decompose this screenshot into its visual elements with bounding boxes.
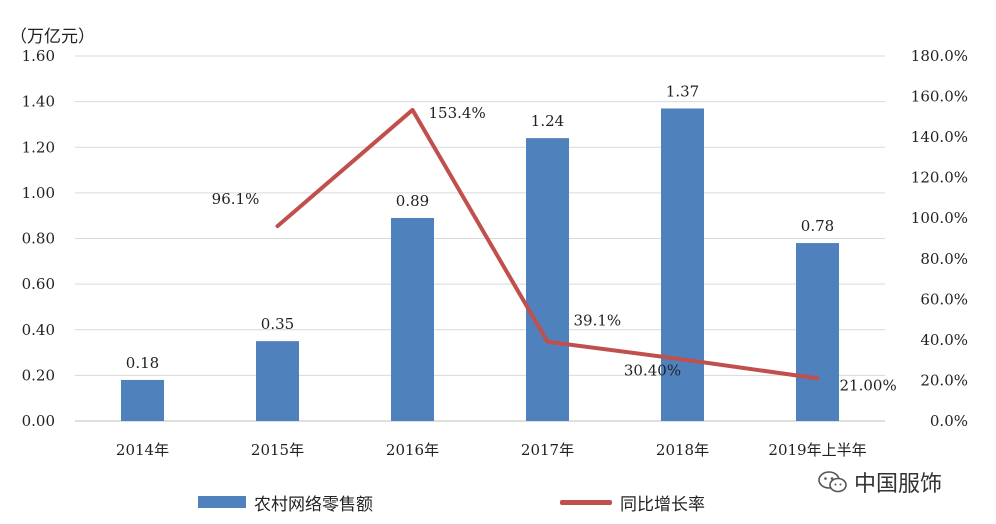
y-right-tick-label: 40.0% [920, 331, 968, 349]
legend-item-bars: 农村网络零售额 [198, 490, 373, 515]
data-labels: 0.18 0.35 0.89 1.24 1.37 0.78 96.1% 153.4% 39.1%… [126, 82, 897, 394]
x-tick-label: 2014年 [116, 441, 169, 459]
y-axis-unit-label: （万亿元） [10, 27, 95, 47]
y-right-tick-label: 80.0% [920, 250, 968, 268]
bar [121, 379, 164, 421]
bar-value-label: 1.24 [531, 112, 564, 130]
bar-value-label: 0.89 [396, 192, 429, 210]
watermark: 中国服饰 [818, 466, 942, 498]
legend-swatch-line [560, 499, 612, 505]
y-left-tick-label: 1.60 [22, 47, 55, 65]
line-value-label: 96.1% [212, 190, 260, 208]
y-right-tick-label: 20.0% [920, 371, 968, 389]
axes: 0.00 0.20 0.40 0.60 0.80 1.00 1.20 1.40 1.60 0.0%… [22, 47, 968, 459]
line-value-label: 30.40% [624, 361, 681, 379]
x-tick-label: 2017年 [521, 441, 574, 459]
bar [391, 217, 434, 421]
x-tick-label: 2018年 [656, 441, 709, 459]
legend-swatch-bar [198, 496, 246, 508]
bar-value-label: 0.78 [801, 217, 834, 235]
watermark-text: 中国服饰 [854, 472, 943, 497]
y-right-tick-label: 160.0% [911, 88, 968, 106]
legend-item-line: 同比增长率 [560, 490, 705, 515]
line-value-label: 39.1% [574, 312, 622, 330]
x-tick-label: 2019年上半年 [768, 441, 866, 459]
bar [526, 138, 569, 421]
y-left-tick-label: 0.20 [22, 366, 55, 384]
y-right-tick-label: 100.0% [911, 209, 968, 227]
line-series [275, 107, 820, 381]
y-left-tick-label: 0.40 [22, 321, 55, 339]
y-left-tick-label: 1.20 [22, 138, 55, 156]
bar-series [121, 108, 839, 421]
y-left-tick-label: 1.40 [22, 93, 55, 111]
bar-value-label: 0.18 [126, 354, 159, 372]
legend-label-line: 同比增长率 [620, 494, 705, 515]
y-left-tick-label: 0.00 [22, 412, 55, 430]
bar [661, 108, 704, 421]
legend-label-bars: 农村网络零售额 [254, 494, 373, 515]
y-left-tick-label: 1.00 [22, 184, 55, 202]
bar [256, 341, 299, 421]
y-right-tick-label: 0.0% [930, 412, 968, 430]
bar-value-label: 1.37 [666, 82, 699, 100]
bar-value-label: 0.35 [261, 315, 294, 333]
bar [796, 243, 839, 421]
line-value-label: 21.00% [840, 376, 897, 394]
x-tick-label: 2016年 [386, 441, 439, 459]
x-tick-label: 2015年 [251, 441, 304, 459]
y-left-tick-label: 0.60 [22, 275, 55, 293]
y-right-tick-label: 60.0% [920, 290, 968, 308]
y-right-tick-label: 180.0% [911, 47, 968, 65]
gridlines [75, 55, 885, 422]
y-right-tick-label: 140.0% [911, 128, 968, 146]
y-right-tick-label: 120.0% [911, 169, 968, 187]
line-value-label: 153.4% [429, 104, 486, 122]
y-left-tick-label: 0.80 [22, 230, 55, 248]
wechat-icon [818, 471, 847, 493]
growth-line [275, 107, 820, 381]
